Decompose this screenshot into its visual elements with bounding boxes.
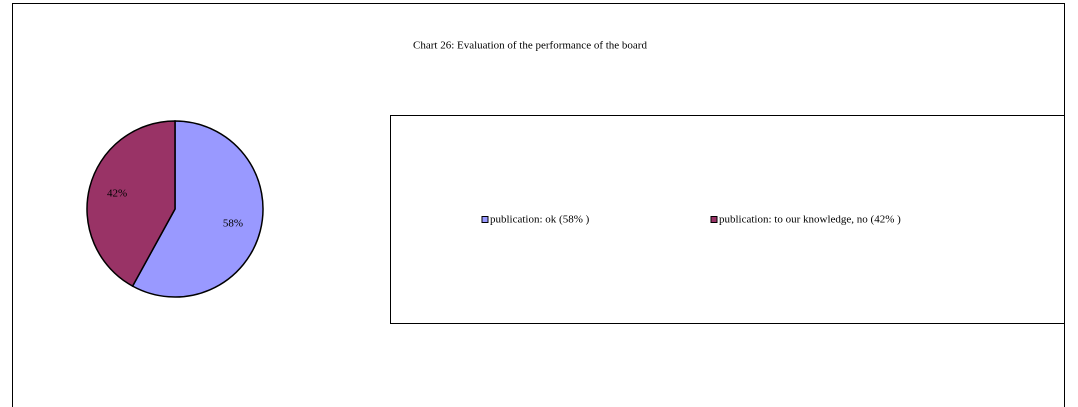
- pie-slice: [131, 120, 264, 298]
- slice-label: 58%: [223, 217, 243, 229]
- legend-box: [390, 115, 1065, 324]
- pie-slice: [86, 120, 176, 288]
- slice-label: 42%: [107, 188, 127, 200]
- legend-swatch: [710, 216, 718, 223]
- chart-title: Chart 26: Evaluation of the performance …: [413, 40, 647, 52]
- legend-label: publication: ok (58% ): [490, 214, 590, 226]
- legend-swatch: [481, 216, 489, 223]
- legend-label: publication: to our knowledge, no (42% ): [719, 214, 901, 226]
